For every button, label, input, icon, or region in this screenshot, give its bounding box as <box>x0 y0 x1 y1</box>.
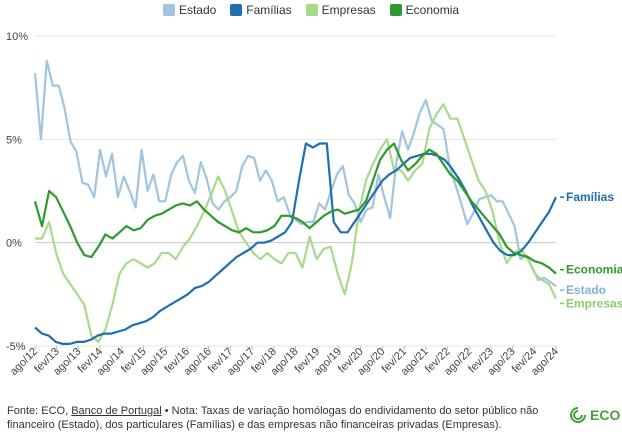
legend-label: Estado <box>178 3 217 17</box>
series-line-famílias <box>34 142 557 345</box>
end-label-empresas: Empresas <box>566 296 622 310</box>
y-tick-label: -5% <box>6 341 26 353</box>
y-tick-label: 5% <box>6 134 22 146</box>
eco-logo-icon <box>570 407 586 423</box>
source-link-banco-de-portugal[interactable]: Banco de Portugal <box>71 405 162 417</box>
series-line-estado <box>33 59 557 287</box>
end-label-estado: Estado <box>566 283 606 297</box>
series-line-empresas <box>35 103 557 343</box>
footnote-source: Fonte: ECO, <box>7 405 72 417</box>
footnote-note: • Nota: Taxas de variação homólogas do e… <box>7 405 539 431</box>
legend-swatch <box>389 4 402 16</box>
end-label-famílias: Famílias <box>566 190 614 204</box>
line-chart: 10%5%0%-5%ago/12fev/13ago/13fev/14ago/14… <box>6 31 622 378</box>
legend-item-economia[interactable]: Economia <box>389 3 460 17</box>
eco-logo: ECO <box>568 406 620 424</box>
y-tick-label: 0% <box>6 238 22 250</box>
y-tick-label: 10% <box>6 31 28 43</box>
chart-footnote: Fonte: ECO, Banco de Portugal • Nota: Ta… <box>7 404 547 432</box>
legend-label: Empresas <box>321 3 376 17</box>
eco-logo-text: ECO <box>590 407 621 423</box>
legend-swatch <box>305 4 318 16</box>
legend-swatch <box>230 4 243 16</box>
end-label-economia: Economia <box>566 263 622 277</box>
legend-label: Famílias <box>246 3 292 17</box>
legend-item-estado[interactable]: Estado <box>162 3 217 17</box>
legend-label: Economia <box>405 3 460 17</box>
chart-legend: Estado Famílias Empresas Economia <box>0 3 622 17</box>
legend-item-empresas[interactable]: Empresas <box>305 3 376 17</box>
series-line-economia <box>33 142 557 275</box>
legend-item-famílias[interactable]: Famílias <box>230 3 292 17</box>
legend-swatch <box>162 4 175 16</box>
